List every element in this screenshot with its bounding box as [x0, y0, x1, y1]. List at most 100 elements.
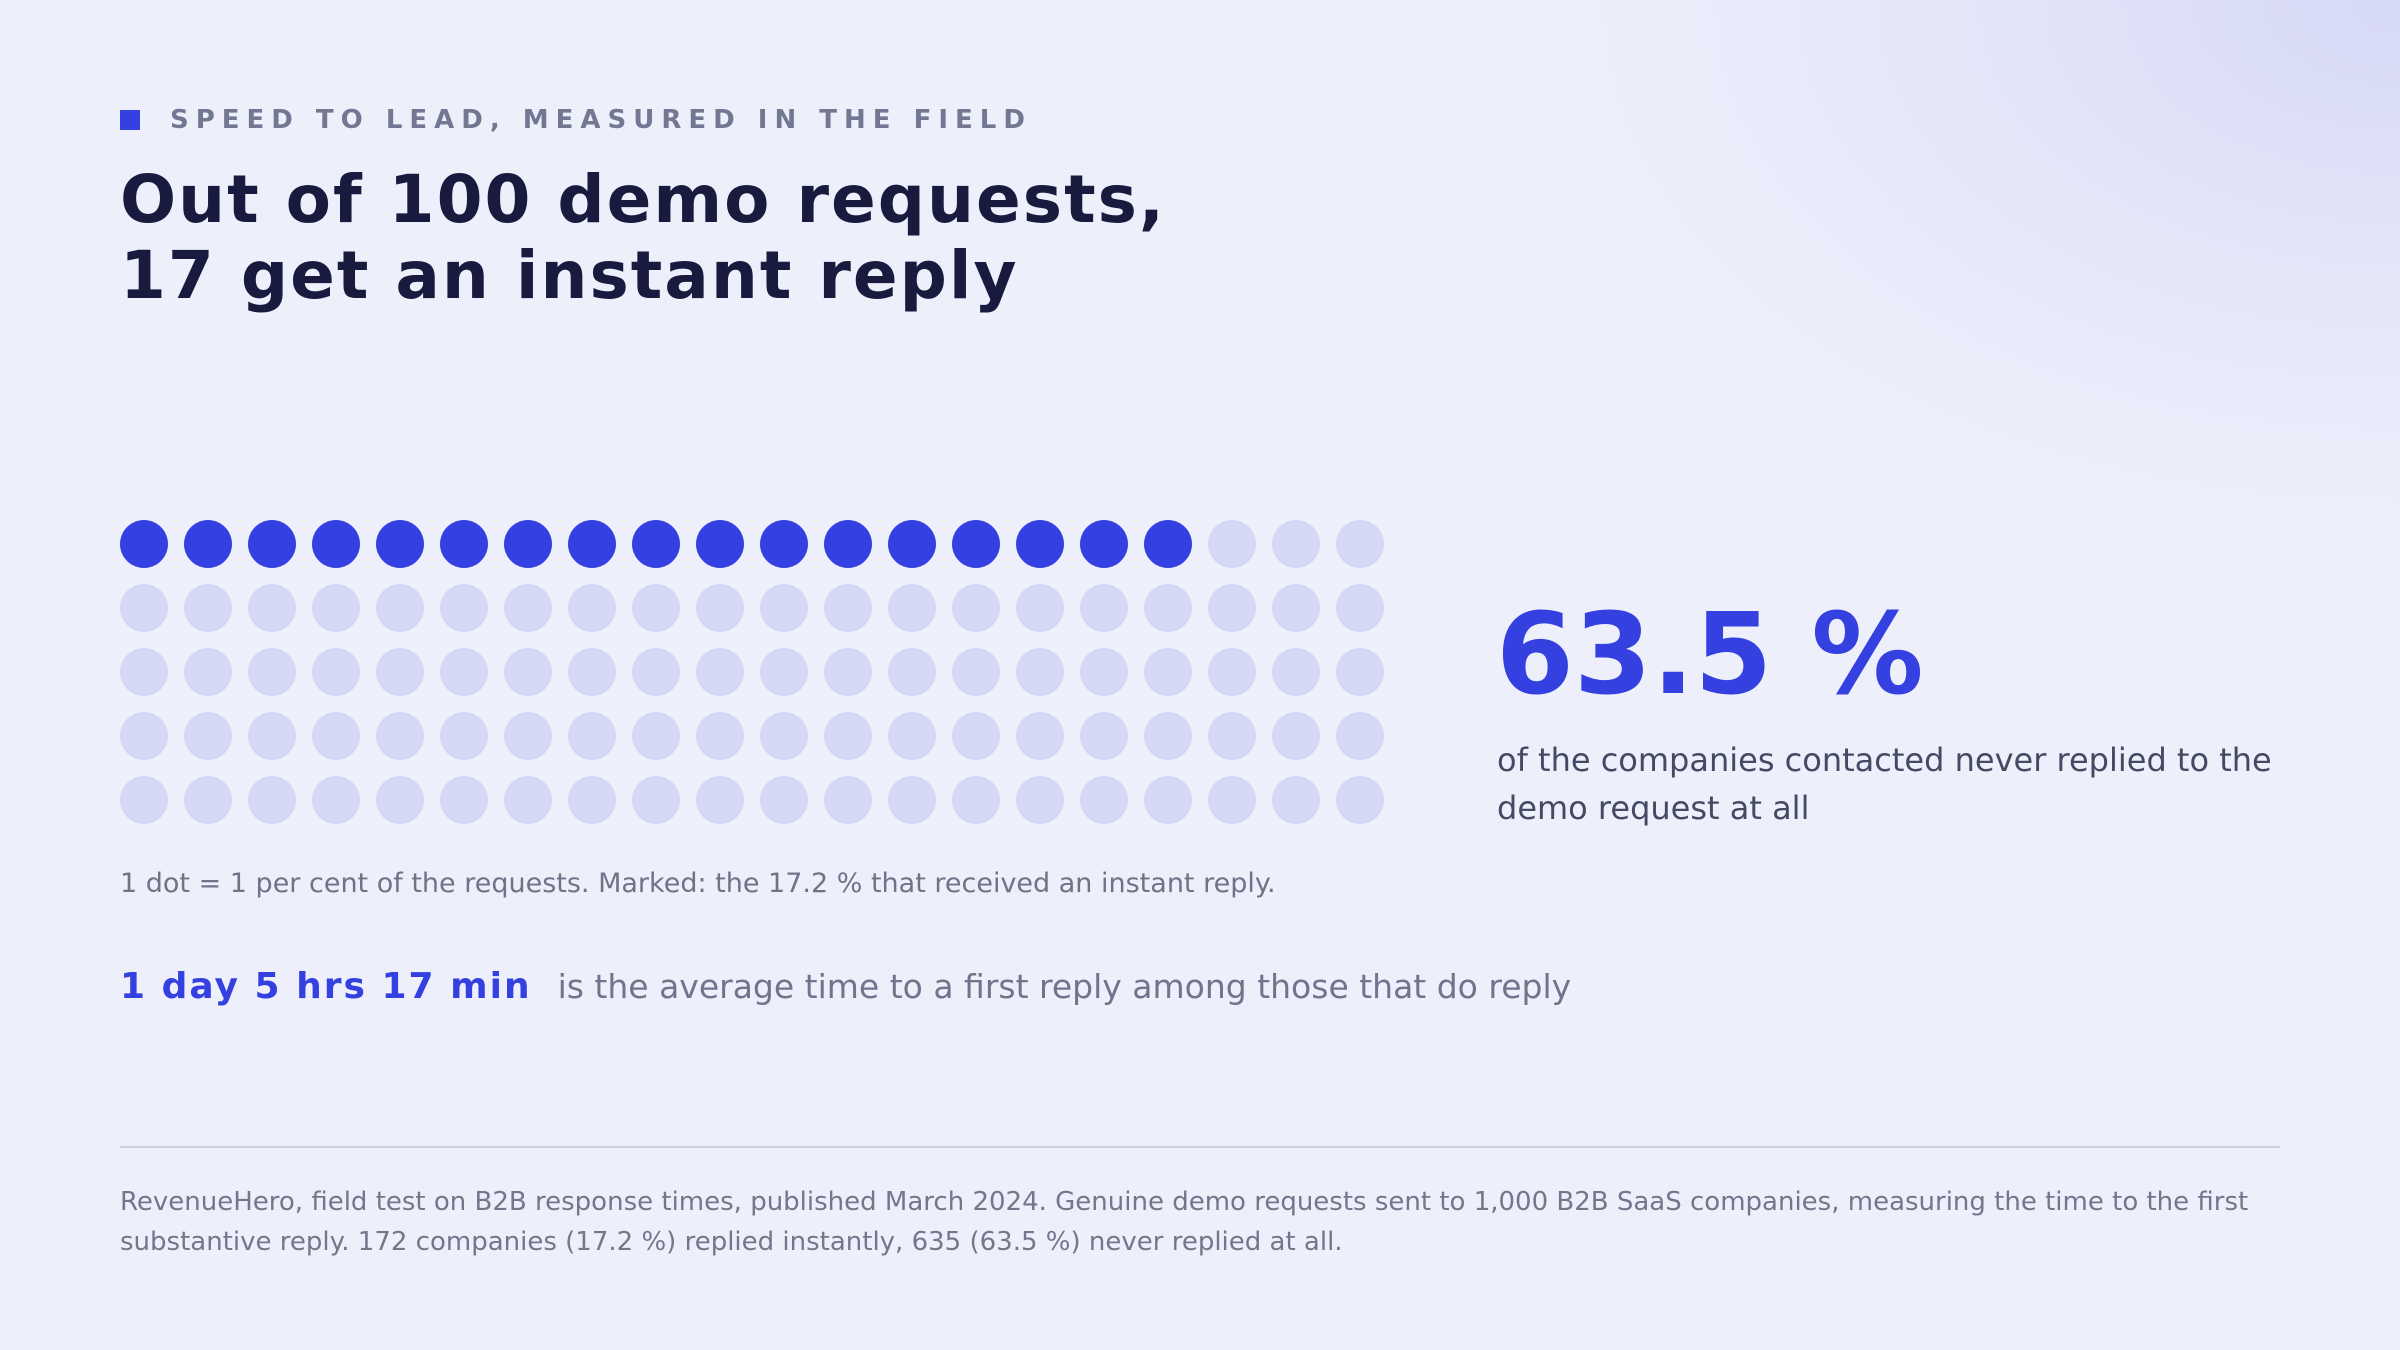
waffle-dot [696, 584, 744, 632]
waffle-dot [312, 776, 360, 824]
waffle-dot-highlighted [696, 520, 744, 568]
waffle-dot [248, 648, 296, 696]
waffle-dot [1208, 520, 1256, 568]
waffle-dot [184, 712, 232, 760]
waffle-dot [888, 648, 936, 696]
waffle-dot [248, 712, 296, 760]
waffle-dot [952, 712, 1000, 760]
waffle-dot [1080, 776, 1128, 824]
waffle-dot [440, 584, 488, 632]
waffle-dot [1144, 584, 1192, 632]
waffle-dot [568, 776, 616, 824]
waffle-dot [376, 584, 424, 632]
waffle-dot [1336, 712, 1384, 760]
waffle-dot [1144, 712, 1192, 760]
waffle-dot [1016, 712, 1064, 760]
waffle-dot [504, 712, 552, 760]
waffle-dot [376, 648, 424, 696]
divider [120, 1146, 2280, 1148]
waffle-dot [504, 584, 552, 632]
waffle-dot [1336, 776, 1384, 824]
waffle-dot [888, 584, 936, 632]
waffle-dot-highlighted [1016, 520, 1064, 568]
waffle-dot [760, 712, 808, 760]
average-reply-value: 1 day 5 hrs 17 min [120, 966, 532, 1007]
headline-line-2: 17 get an instant reply [120, 237, 1019, 314]
eyebrow-label: SPEED TO LEAD, MEASURED IN THE FIELD [170, 105, 1032, 135]
waffle-dot [120, 712, 168, 760]
waffle-dot [1208, 776, 1256, 824]
waffle-dot [696, 648, 744, 696]
waffle-dot [632, 584, 680, 632]
waffle-dot-highlighted [184, 520, 232, 568]
waffle-dot [760, 584, 808, 632]
waffle-dot [824, 584, 872, 632]
waffle-dot [1336, 520, 1384, 568]
waffle-dot [1272, 648, 1320, 696]
waffle-dot [696, 712, 744, 760]
waffle-dot [504, 776, 552, 824]
waffle-dot [376, 776, 424, 824]
waffle-chart [120, 520, 1384, 824]
waffle-dot [696, 776, 744, 824]
never-replied-percent: 63.5 % [1496, 590, 1924, 720]
waffle-dot [1272, 584, 1320, 632]
waffle-dot-highlighted [376, 520, 424, 568]
waffle-dot [824, 648, 872, 696]
waffle-dot-highlighted [120, 520, 168, 568]
waffle-dot [760, 648, 808, 696]
waffle-dot [1336, 648, 1384, 696]
waffle-dot [1272, 776, 1320, 824]
headline-line-1: Out of 100 demo requests, [120, 161, 1166, 238]
average-reply-text: is the average time to a first reply amo… [557, 967, 1572, 1006]
waffle-dot-highlighted [1080, 520, 1128, 568]
eyebrow: SPEED TO LEAD, MEASURED IN THE FIELD [120, 104, 1032, 136]
waffle-dot [952, 776, 1000, 824]
waffle-dot [504, 648, 552, 696]
waffle-dot [1272, 712, 1320, 760]
waffle-dot-highlighted [568, 520, 616, 568]
waffle-dot [1016, 648, 1064, 696]
waffle-dot [376, 712, 424, 760]
waffle-dot [248, 776, 296, 824]
waffle-dot [1080, 712, 1128, 760]
waffle-dot [1144, 776, 1192, 824]
waffle-dot-highlighted [888, 520, 936, 568]
waffle-dot [568, 648, 616, 696]
waffle-dot [1272, 520, 1320, 568]
waffle-dot [632, 712, 680, 760]
waffle-dot [952, 584, 1000, 632]
waffle-dot [1080, 584, 1128, 632]
waffle-dot [248, 584, 296, 632]
never-replied-caption: of the companies contacted never replied… [1497, 741, 2272, 827]
average-reply-time: 1 day 5 hrs 17 min is the average time t… [120, 966, 1571, 1007]
waffle-dot [184, 584, 232, 632]
waffle-dot-highlighted [440, 520, 488, 568]
waffle-dot [1208, 648, 1256, 696]
waffle-dot [824, 776, 872, 824]
waffle-dot [824, 712, 872, 760]
waffle-dot [440, 712, 488, 760]
waffle-dot [632, 776, 680, 824]
waffle-dot-highlighted [248, 520, 296, 568]
waffle-dot [120, 648, 168, 696]
waffle-dot [120, 584, 168, 632]
waffle-dot [888, 712, 936, 760]
waffle-dot [440, 648, 488, 696]
waffle-dot [1016, 776, 1064, 824]
waffle-dot [312, 648, 360, 696]
source-note: RevenueHero, field test on B2B response … [120, 1187, 2249, 1257]
waffle-dot [888, 776, 936, 824]
waffle-dot [312, 584, 360, 632]
headline: Out of 100 demo requests, 17 get an inst… [120, 162, 1166, 314]
waffle-dot-highlighted [1144, 520, 1192, 568]
waffle-dot [568, 584, 616, 632]
waffle-dot-highlighted [824, 520, 872, 568]
waffle-dot-highlighted [760, 520, 808, 568]
waffle-dot [184, 776, 232, 824]
chart-note: 1 dot = 1 per cent of the requests. Mark… [120, 868, 1276, 899]
waffle-dot [760, 776, 808, 824]
waffle-dot [1208, 712, 1256, 760]
waffle-dot [312, 712, 360, 760]
waffle-dot [952, 648, 1000, 696]
